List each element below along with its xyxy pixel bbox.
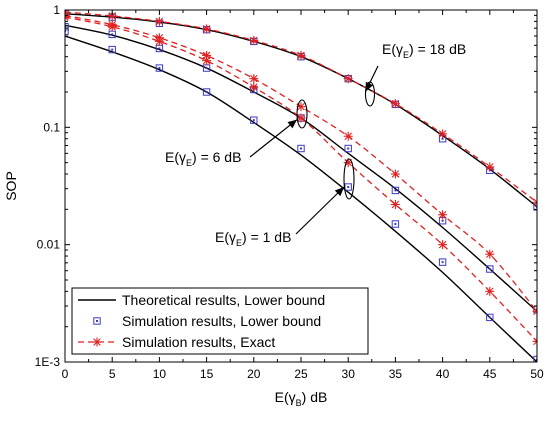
series-8 xyxy=(65,12,537,346)
x-tick-label: 50 xyxy=(530,367,544,381)
data-point xyxy=(532,197,537,207)
annotations: E(γE) = 18 dB E(γE) = 6 dB E(γE) = 1 dB xyxy=(165,41,466,248)
data-point xyxy=(438,258,447,266)
data-point xyxy=(486,313,494,322)
data-point xyxy=(486,265,494,273)
series-line xyxy=(65,35,537,362)
annotation-ellipse xyxy=(296,99,308,129)
x-tick-label: 45 xyxy=(483,367,497,381)
data-point xyxy=(202,24,212,34)
annotation-arrow-line xyxy=(295,186,345,235)
y-tick-label: 0.1 xyxy=(43,120,60,134)
data-point xyxy=(250,116,258,124)
axes: 0 5 10 15 20 25 30 35 40 45 50 1E-3 0.01 0.1 1 SOP E(γB)… xyxy=(3,3,544,408)
data-point xyxy=(249,35,259,45)
annotation-1: E(γE) = 6 dB xyxy=(165,99,308,168)
annotation-label: E(γE) = 1 dB xyxy=(215,229,291,248)
data-point xyxy=(485,286,495,296)
data-point xyxy=(344,183,352,191)
legend-star-marker xyxy=(92,337,102,347)
data-point xyxy=(391,220,400,228)
annotation-0: E(γE) = 18 dB xyxy=(364,41,466,107)
annotation-arrow-head xyxy=(334,187,344,197)
x-tick-label: 15 xyxy=(200,367,214,381)
data-point xyxy=(485,249,495,259)
legend-box xyxy=(71,287,369,355)
annotation-arrow-head xyxy=(287,119,297,129)
x-tick-label: 20 xyxy=(247,367,261,381)
series-6 xyxy=(65,35,537,362)
series-2 xyxy=(65,10,537,207)
annotation-label: E(γE) = 6 dB xyxy=(165,149,241,168)
data-point xyxy=(154,36,164,46)
legend: Theoretical results, Lower bound Simulati… xyxy=(71,287,369,355)
y-axis-label: SOP xyxy=(3,171,19,201)
x-tick-label: 10 xyxy=(153,367,167,381)
y-tick-label: 1E-3 xyxy=(35,355,61,369)
data-point xyxy=(202,56,212,66)
data-point xyxy=(390,169,400,179)
legend-entry: Theoretical results, Lower bound xyxy=(78,292,325,308)
data-point xyxy=(438,210,448,220)
x-tick-label: 0 xyxy=(62,367,69,381)
x-tick-label: 25 xyxy=(294,367,308,381)
data-point xyxy=(249,82,259,92)
data-point xyxy=(108,45,116,54)
annotation-arrow-head xyxy=(365,81,374,92)
legend-entry: Simulation results, Lower bound xyxy=(93,313,321,329)
legend-entry: Simulation results, Exact xyxy=(78,334,275,350)
data-point xyxy=(202,88,211,96)
data-point xyxy=(485,162,495,172)
legend-square-marker xyxy=(93,317,101,325)
data-point xyxy=(154,16,164,26)
legend-label: Simulation results, Lower bound xyxy=(122,313,321,329)
data-point xyxy=(532,336,537,346)
series-7 xyxy=(65,27,537,362)
data-point xyxy=(532,306,537,316)
data-point xyxy=(343,131,353,141)
data-point xyxy=(297,144,305,153)
annotation-2: E(γE) = 1 dB xyxy=(215,158,355,248)
curves xyxy=(65,10,537,362)
data-point xyxy=(249,74,259,84)
data-point xyxy=(390,199,400,209)
legend-label: Theoretical results, Lower bound xyxy=(122,292,325,308)
y-tick-label: 1 xyxy=(53,3,60,17)
annotation-arrow-line xyxy=(249,119,298,158)
data-point xyxy=(390,99,400,109)
y-tick-label: 0.01 xyxy=(37,238,61,252)
data-point xyxy=(107,22,117,32)
x-tick-label: 35 xyxy=(389,367,403,381)
data-point xyxy=(65,12,70,22)
data-point xyxy=(391,186,400,195)
data-point xyxy=(344,144,352,153)
data-point xyxy=(155,64,164,72)
data-point xyxy=(438,129,448,139)
legend-label: Simulation results, Exact xyxy=(122,334,275,350)
x-tick-label: 30 xyxy=(342,367,356,381)
x-tick-label: 40 xyxy=(436,367,450,381)
data-point xyxy=(343,74,353,84)
x-tick-label: 5 xyxy=(109,367,116,381)
x-axis-label: E(γB) dB xyxy=(275,389,328,408)
data-point xyxy=(296,113,306,123)
annotation-ellipse xyxy=(343,158,355,200)
annotation-label: E(γE) = 18 dB xyxy=(382,41,466,60)
data-point xyxy=(296,50,306,60)
data-point xyxy=(438,240,448,250)
